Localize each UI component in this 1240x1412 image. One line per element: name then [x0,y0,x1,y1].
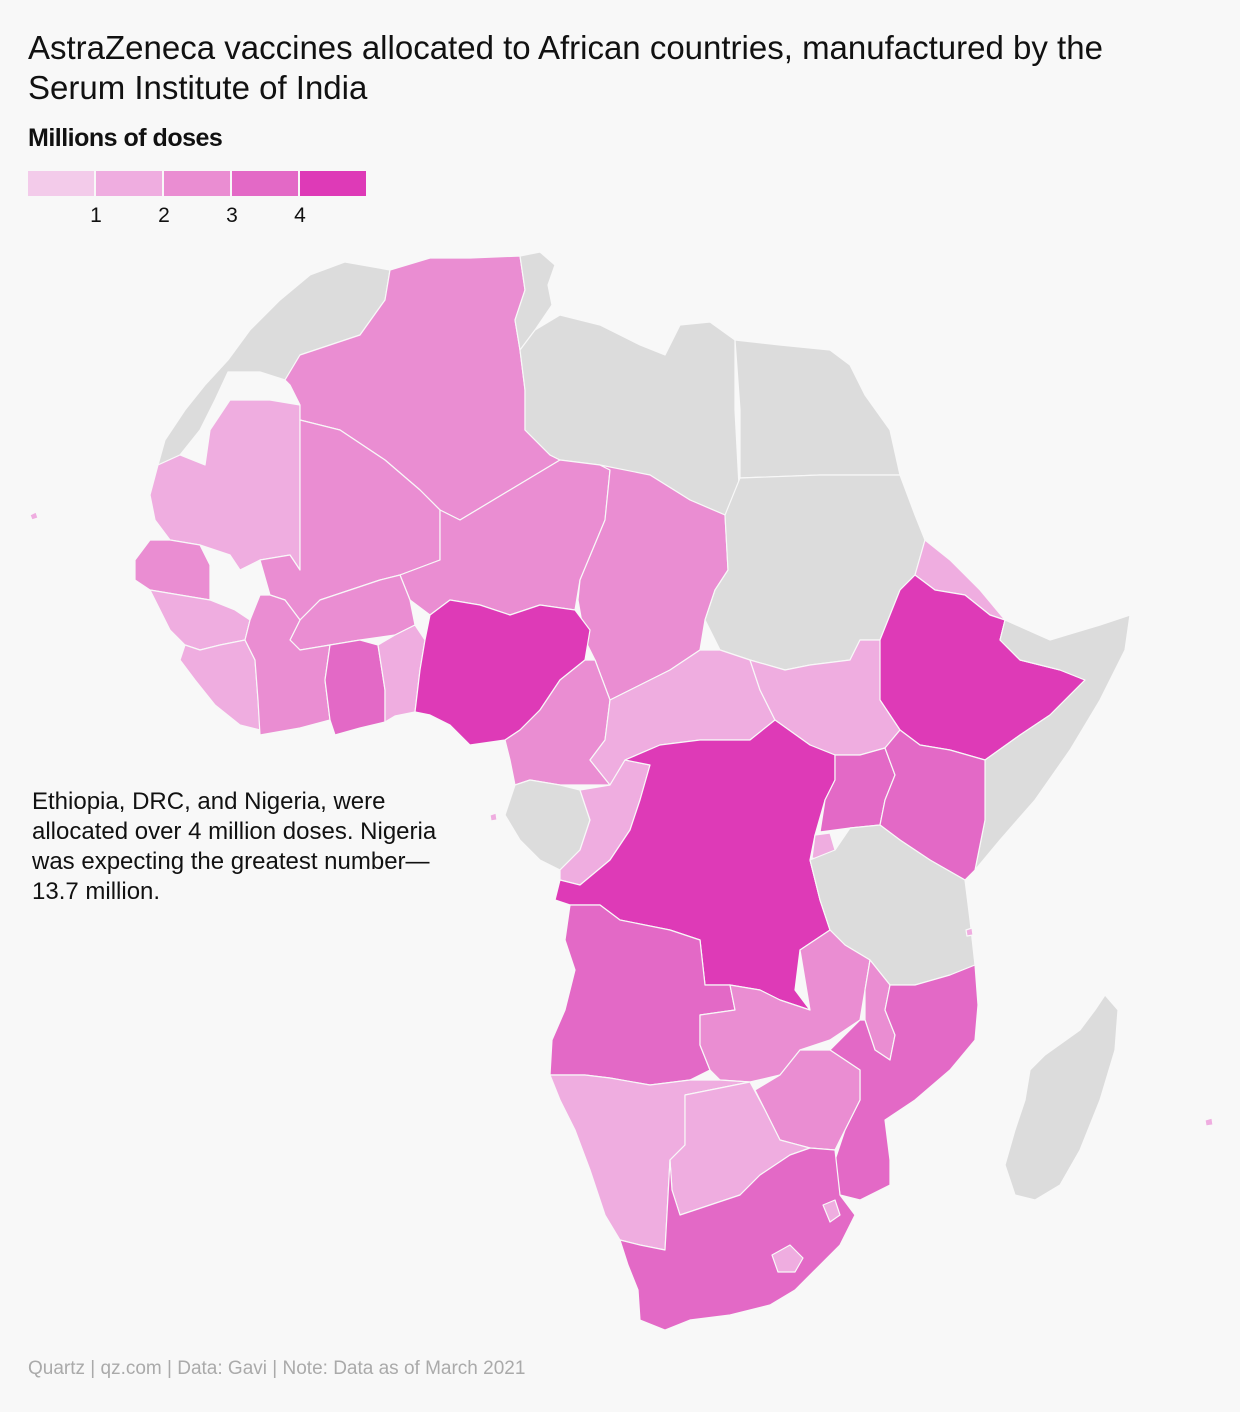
region-eswatini[interactable] [822,1199,841,1223]
legend-tick-1: 1 [90,204,102,227]
region-cape-verde[interactable] [29,511,39,521]
source-note: Quartz | qz.com | Data: Gavi | Note: Dat… [28,1358,526,1379]
legend-swatch-4 [232,171,298,196]
region-madagascar[interactable] [1004,994,1119,1201]
region-kenya[interactable] [879,729,986,881]
region-senegal[interactable] [134,539,211,601]
region-south-africa[interactable] [619,1147,856,1331]
region-ghana[interactable] [324,639,386,736]
region-sao-tome[interactable] [489,812,498,822]
chart-title: AstraZeneca vaccines allocated to Africa… [28,29,1103,106]
africa-choropleth-map [29,251,1214,1331]
annotation-text: Ethiopia, DRC, and Nigeria, were allocat… [32,788,437,905]
region-mauritius[interactable] [1204,1117,1214,1127]
legend-tick-2: 2 [158,204,170,227]
legend-swatch-2 [96,171,162,196]
color-legend [28,171,366,196]
region-guinea[interactable] [149,589,251,651]
legend-title: Millions of doses [28,124,223,152]
legend-swatch-3 [164,171,230,196]
legend-swatch-5 [300,171,366,196]
region-comoros[interactable] [965,927,974,937]
legend-tick-3: 3 [226,204,238,227]
legend-tick-4: 4 [294,204,306,227]
region-zambia[interactable] [699,929,871,1083]
region-tunisia[interactable] [514,251,556,351]
region-liberia[interactable] [179,639,261,731]
region-egypt[interactable] [734,339,901,479]
region-lesotho[interactable] [771,1244,804,1273]
legend-swatch-1 [28,171,94,196]
